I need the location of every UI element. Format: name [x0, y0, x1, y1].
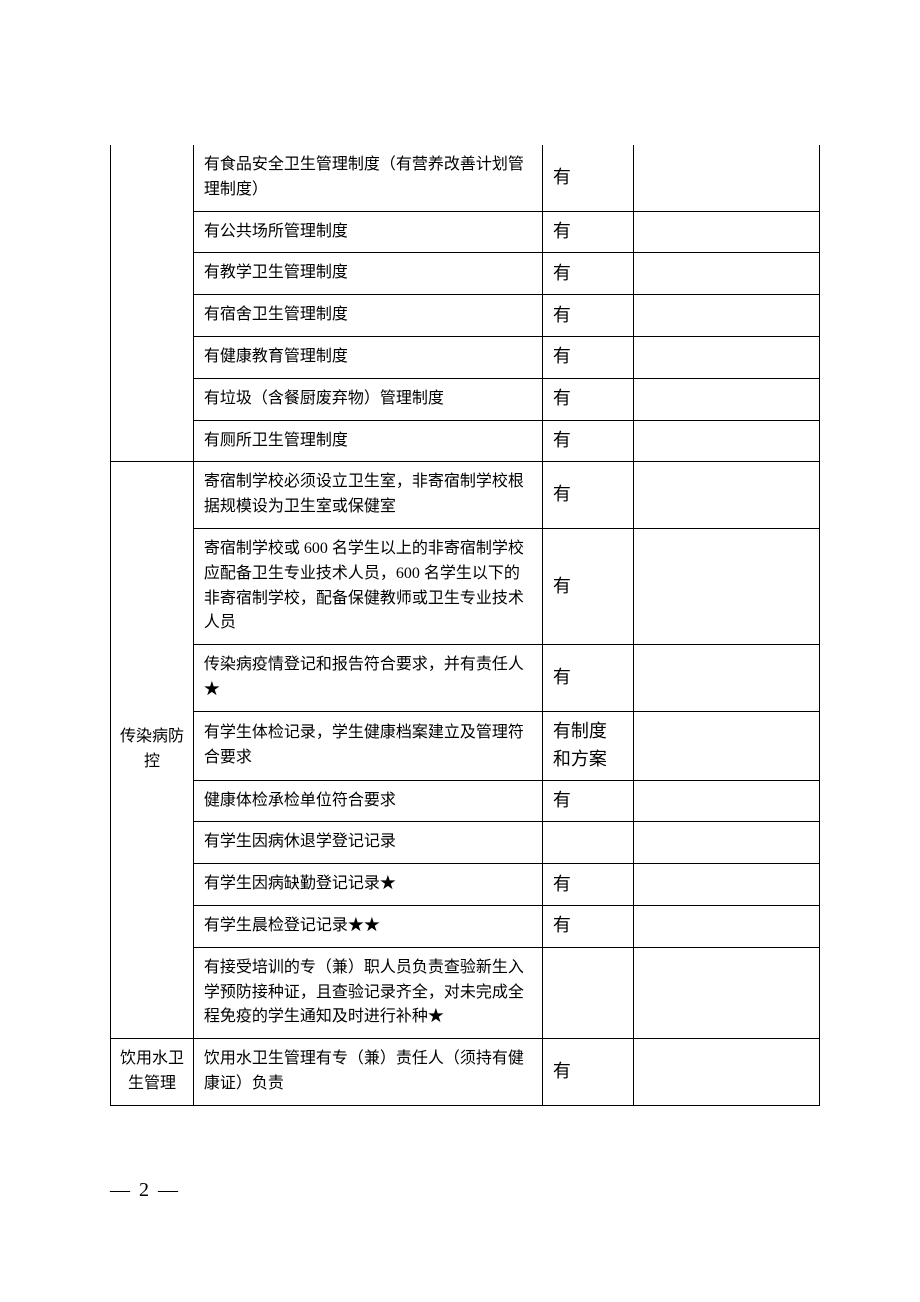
criterion-cell: 有宿舍卫生管理制度	[193, 295, 542, 337]
status-cell: 有	[542, 420, 633, 462]
note-cell	[633, 905, 819, 947]
table-row: 健康体检承检单位符合要求 有	[111, 780, 820, 822]
status-cell: 有	[542, 145, 633, 211]
category-cell-infectious: 传染病防控	[111, 462, 194, 1039]
status-cell: 有	[542, 211, 633, 253]
note-cell	[633, 295, 819, 337]
criterion-cell: 健康体检承检单位符合要求	[193, 780, 542, 822]
checklist-table: 有食品安全卫生管理制度（有营养改善计划管理制度） 有 有公共场所管理制度 有 有…	[110, 145, 820, 1106]
status-cell: 有	[542, 645, 633, 712]
table-row: 有厕所卫生管理制度 有	[111, 420, 820, 462]
table-row: 有健康教育管理制度 有	[111, 336, 820, 378]
criterion-cell: 传染病疫情登记和报告符合要求，并有责任人★	[193, 645, 542, 712]
note-cell	[633, 780, 819, 822]
status-cell: 有	[542, 905, 633, 947]
note-cell	[633, 145, 819, 211]
status-cell: 有	[542, 336, 633, 378]
criterion-cell: 有教学卫生管理制度	[193, 253, 542, 295]
table-row: 寄宿制学校或 600 名学生以上的非寄宿制学校应配备卫生专业技术人员，600 名…	[111, 528, 820, 644]
note-cell	[633, 864, 819, 906]
status-cell: 有制度和方案	[542, 711, 633, 780]
criterion-cell: 饮用水卫生管理有专（兼）责任人（须持有健康证）负责	[193, 1039, 542, 1106]
status-cell: 有	[542, 864, 633, 906]
table-row: 有教学卫生管理制度 有	[111, 253, 820, 295]
category-cell-water: 饮用水卫生管理	[111, 1039, 194, 1106]
status-cell: 有	[542, 1039, 633, 1106]
status-cell	[542, 947, 633, 1038]
criterion-cell: 有公共场所管理制度	[193, 211, 542, 253]
note-cell	[633, 462, 819, 529]
table-row: 有公共场所管理制度 有	[111, 211, 820, 253]
criterion-cell: 有垃圾（含餐厨废弃物）管理制度	[193, 378, 542, 420]
table-row: 有学生因病休退学登记记录	[111, 822, 820, 864]
note-cell	[633, 711, 819, 780]
status-cell: 有	[542, 462, 633, 529]
criterion-cell: 寄宿制学校或 600 名学生以上的非寄宿制学校应配备卫生专业技术人员，600 名…	[193, 528, 542, 644]
table-row: 有接受培训的专（兼）职人员负责查验新生入学预防接种证，且查验记录齐全，对未完成全…	[111, 947, 820, 1038]
page-number: — 2 —	[110, 1179, 180, 1202]
note-cell	[633, 1039, 819, 1106]
note-cell	[633, 528, 819, 644]
criterion-cell: 有学生因病休退学登记记录	[193, 822, 542, 864]
note-cell	[633, 822, 819, 864]
status-cell: 有	[542, 295, 633, 337]
note-cell	[633, 378, 819, 420]
criterion-cell: 有厕所卫生管理制度	[193, 420, 542, 462]
table-row: 有食品安全卫生管理制度（有营养改善计划管理制度） 有	[111, 145, 820, 211]
table-row: 有垃圾（含餐厨废弃物）管理制度 有	[111, 378, 820, 420]
criterion-cell: 有健康教育管理制度	[193, 336, 542, 378]
status-cell: 有	[542, 780, 633, 822]
criterion-cell: 有接受培训的专（兼）职人员负责查验新生入学预防接种证，且查验记录齐全，对未完成全…	[193, 947, 542, 1038]
table-row: 有宿舍卫生管理制度 有	[111, 295, 820, 337]
note-cell	[633, 253, 819, 295]
status-cell	[542, 822, 633, 864]
table-row: 有学生体检记录，学生健康档案建立及管理符合要求 有制度和方案	[111, 711, 820, 780]
criterion-cell: 有学生晨检登记记录★★	[193, 905, 542, 947]
note-cell	[633, 947, 819, 1038]
table-row: 饮用水卫生管理 饮用水卫生管理有专（兼）责任人（须持有健康证）负责 有	[111, 1039, 820, 1106]
criterion-cell: 有食品安全卫生管理制度（有营养改善计划管理制度）	[193, 145, 542, 211]
note-cell	[633, 645, 819, 712]
note-cell	[633, 336, 819, 378]
criterion-cell: 有学生体检记录，学生健康档案建立及管理符合要求	[193, 711, 542, 780]
criterion-cell: 有学生因病缺勤登记记录★	[193, 864, 542, 906]
status-cell: 有	[542, 528, 633, 644]
table-row: 有学生因病缺勤登记记录★ 有	[111, 864, 820, 906]
status-cell: 有	[542, 378, 633, 420]
note-cell	[633, 420, 819, 462]
table-row: 有学生晨检登记记录★★ 有	[111, 905, 820, 947]
category-cell-continued	[111, 145, 194, 462]
note-cell	[633, 211, 819, 253]
status-cell: 有	[542, 253, 633, 295]
table-row: 传染病防控 寄宿制学校必须设立卫生室，非寄宿制学校根据规模设为卫生室或保健室 有	[111, 462, 820, 529]
table-row: 传染病疫情登记和报告符合要求，并有责任人★ 有	[111, 645, 820, 712]
criterion-cell: 寄宿制学校必须设立卫生室，非寄宿制学校根据规模设为卫生室或保健室	[193, 462, 542, 529]
